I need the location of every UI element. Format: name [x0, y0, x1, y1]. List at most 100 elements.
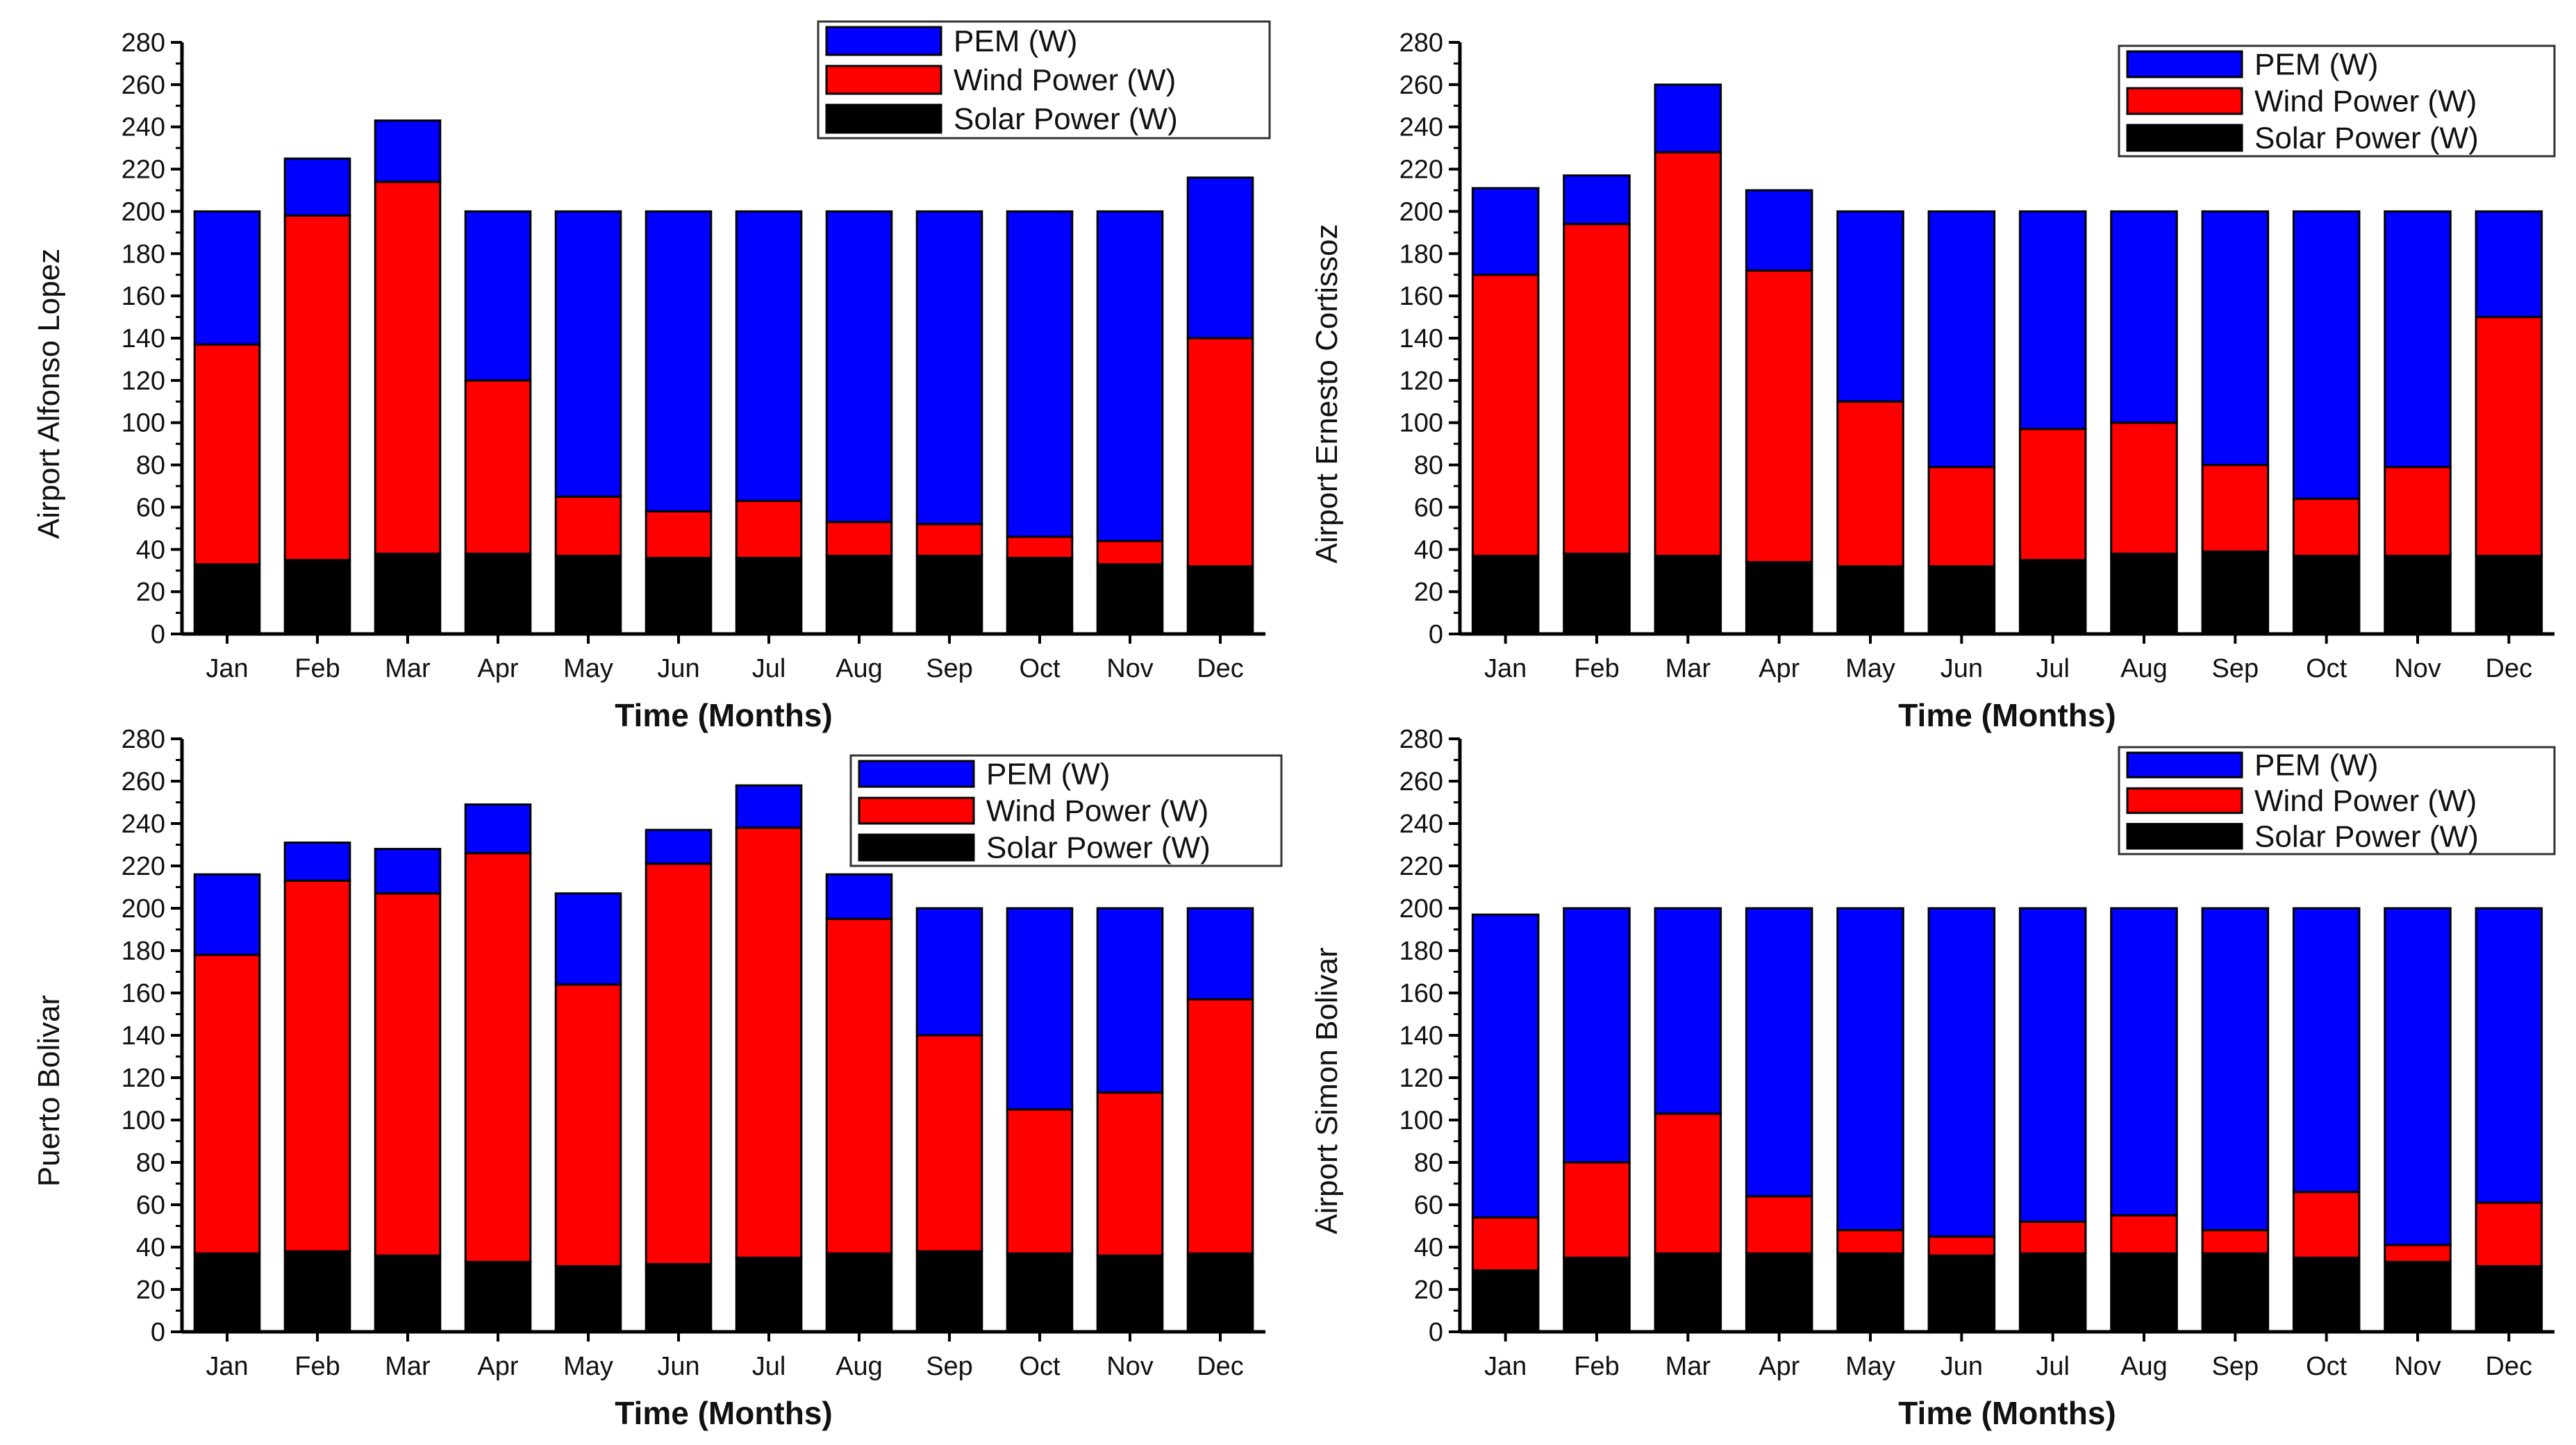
bar-solar-power-w-aug — [825, 1252, 893, 1333]
bar-wind-power-w-apr — [1745, 1195, 1813, 1255]
bar-solar-power-w-nov — [2384, 1260, 2452, 1333]
bar-pem-w-jun — [645, 828, 713, 865]
x-tick-label: Oct — [1019, 654, 1061, 683]
y-tick-label: 180 — [1399, 240, 1443, 269]
chart-panel-1: Jan Feb Mar Apr May Jun Jul Aug Sep Oct Nov Dec 0 20 4… — [32, 20, 1271, 733]
bar-pem-w-may — [1836, 907, 1904, 1232]
y-tick-label: 160 — [1399, 979, 1443, 1008]
y-tick-label: 60 — [136, 1191, 165, 1220]
bar-pem-w-sep — [2201, 210, 2270, 467]
bar-pem-w-feb — [283, 841, 351, 882]
x-tick-label: Dec — [1197, 1352, 1244, 1381]
legend-swatch — [2126, 50, 2243, 78]
x-tick-label: Sep — [926, 654, 973, 683]
bar-solar-power-w-feb — [283, 1250, 351, 1333]
bar-solar-power-w-sep — [915, 1250, 983, 1333]
bar-wind-power-w-apr — [1745, 269, 1813, 564]
bar-wind-power-w-sep — [2201, 464, 2270, 553]
bar-solar-power-w-jul — [2018, 1252, 2087, 1333]
bar-solar-power-w-aug — [2110, 552, 2178, 635]
legend-label: PEM (W) — [2254, 48, 2378, 82]
bar-wind-power-w-mar — [1654, 1112, 1722, 1255]
legend: PEM (W)Wind Power (W)Solar Power (W) — [2118, 44, 2556, 158]
bar-solar-power-w-jul — [735, 556, 803, 635]
legend-label: Solar Power (W) — [986, 831, 1211, 865]
bar-wind-power-w-dec — [1186, 337, 1254, 568]
y-tick-label: 200 — [122, 197, 165, 226]
x-tick-label: Aug — [2120, 654, 2168, 683]
legend-swatch — [825, 26, 942, 56]
bar-pem-w-may — [554, 210, 622, 498]
bar-pem-w-sep — [2201, 907, 2270, 1232]
x-tick-label: Mar — [1665, 654, 1711, 683]
bar-solar-power-w-jul — [2018, 559, 2087, 635]
bar-pem-w-nov — [2384, 907, 2452, 1246]
bar-solar-power-w-feb — [283, 559, 351, 635]
bar-pem-w-dec — [1186, 907, 1254, 1001]
x-tick-label: Jun — [657, 654, 699, 683]
x-tick-label: Dec — [2486, 654, 2533, 683]
x-tick-label: Jun — [1941, 1352, 1983, 1381]
bar-pem-w-jan — [193, 210, 261, 346]
bar-solar-power-w-apr — [464, 1260, 532, 1333]
y-tick-label: 280 — [122, 725, 165, 754]
legend-label: Solar Power (W) — [954, 102, 1178, 136]
bar-solar-power-w-nov — [1096, 563, 1164, 635]
y-tick-label: 120 — [1399, 367, 1443, 396]
chart-panel-3: Jan Feb Mar Apr May Jun Jul Aug Sep Oct Nov Dec 0 20 4… — [32, 725, 1283, 1431]
bar-wind-power-w-mar — [374, 892, 442, 1257]
bar-wind-power-w-oct — [1006, 1108, 1074, 1255]
x-tick-label: Apr — [477, 654, 518, 683]
x-tick-label: Jul — [2036, 654, 2070, 683]
bar-wind-power-w-mar — [1654, 151, 1722, 557]
bar-pem-w-oct — [1006, 210, 1074, 538]
bar-pem-w-sep — [915, 210, 983, 526]
bar-wind-power-w-jun — [1927, 466, 1996, 568]
y-tick-label: 80 — [1414, 451, 1443, 481]
y-tick-label: 260 — [122, 767, 165, 796]
bar-solar-power-w-aug — [2110, 1252, 2178, 1333]
y-tick-label: 200 — [122, 894, 165, 924]
bar-wind-power-w-nov — [2384, 1244, 2452, 1263]
bar-pem-w-jul — [735, 784, 803, 829]
x-tick-label: Oct — [2306, 654, 2348, 683]
x-tick-label: Feb — [294, 1352, 340, 1381]
x-tick-label: Mar — [385, 1352, 431, 1381]
y-tick-label: 180 — [1399, 937, 1443, 966]
y-axis-title: Puerto Bolivar — [32, 995, 66, 1187]
bar-wind-power-w-jul — [2018, 428, 2087, 561]
bar-pem-w-jan — [193, 873, 261, 956]
y-tick-label: 20 — [1414, 1276, 1443, 1305]
bar-solar-power-w-nov — [1096, 1254, 1164, 1333]
bar-wind-power-w-aug — [825, 917, 893, 1255]
x-tick-label: May — [563, 1352, 613, 1381]
x-tick-label: Apr — [1759, 654, 1800, 683]
bar-pem-w-apr — [464, 803, 532, 855]
y-tick-label: 220 — [122, 852, 165, 881]
bar-wind-power-w-jun — [1927, 1235, 1996, 1257]
bar-solar-power-w-jan — [193, 563, 261, 635]
bar-wind-power-w-feb — [1563, 223, 1631, 555]
y-tick-label: 60 — [136, 493, 165, 522]
bar-solar-power-w-mar — [1654, 554, 1722, 635]
bar-wind-power-w-feb — [283, 879, 351, 1253]
bar-solar-power-w-mar — [1654, 1252, 1722, 1333]
bar-solar-power-w-dec — [2475, 1264, 2543, 1333]
legend-label: Wind Power (W) — [2254, 85, 2477, 119]
bar-wind-power-w-jan — [1471, 274, 1540, 557]
y-tick-label: 200 — [1399, 894, 1443, 924]
bar-solar-power-w-may — [1836, 1252, 1904, 1333]
legend-swatch — [858, 760, 975, 788]
bar-pem-w-jan — [1471, 913, 1540, 1219]
x-tick-label: Mar — [1665, 1352, 1711, 1381]
x-tick-label: Feb — [294, 654, 340, 683]
bar-solar-power-w-may — [554, 1264, 622, 1333]
y-tick-label: 40 — [1414, 535, 1443, 565]
bar-solar-power-w-mar — [374, 1254, 442, 1333]
bar-pem-w-nov — [1096, 907, 1164, 1094]
y-axis-title: Airport Simon Bolivar — [1310, 947, 1344, 1234]
y-tick-label: 180 — [122, 937, 165, 966]
bar-solar-power-w-apr — [1745, 1252, 1813, 1333]
legend-swatch — [825, 65, 942, 95]
bar-wind-power-w-apr — [464, 379, 532, 555]
